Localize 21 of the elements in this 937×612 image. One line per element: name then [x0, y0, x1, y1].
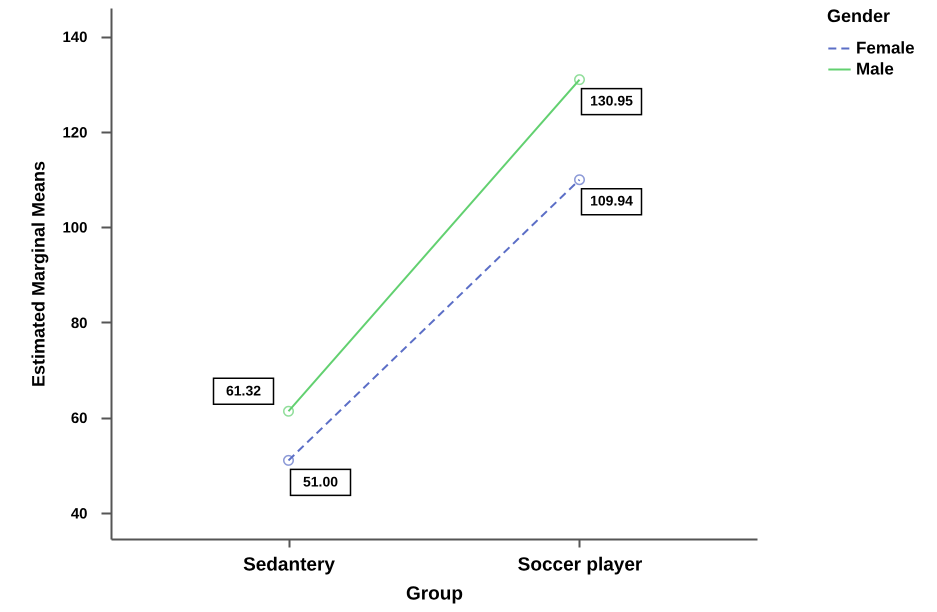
y-tick-label: 40 — [70, 505, 88, 522]
data-label: 130.95 — [590, 92, 634, 109]
y-tick-label: 60 — [70, 410, 88, 428]
point — [283, 454, 294, 466]
x-tick-label: Soccer player — [518, 554, 643, 576]
point — [574, 74, 585, 86]
y-tick-label: 120 — [62, 124, 88, 142]
legend-label: Female — [856, 38, 915, 58]
legend-label: Male — [856, 60, 894, 78]
x-tick-label: Sedantery — [243, 554, 336, 576]
data-label: 51.00 — [302, 473, 338, 490]
data-label: 61.32 — [226, 382, 262, 398]
point — [283, 406, 294, 417]
y-tick-label: 100 — [62, 220, 88, 237]
x-axis-title: Group — [406, 584, 463, 604]
y-tick-label: 140 — [62, 29, 88, 46]
legend-title: Gender — [827, 6, 890, 26]
point — [574, 174, 585, 186]
data-label: 109.94 — [590, 192, 634, 209]
y-tick-label: 80 — [70, 314, 88, 332]
y-axis-title: Estimated Marginal Means — [28, 160, 48, 388]
